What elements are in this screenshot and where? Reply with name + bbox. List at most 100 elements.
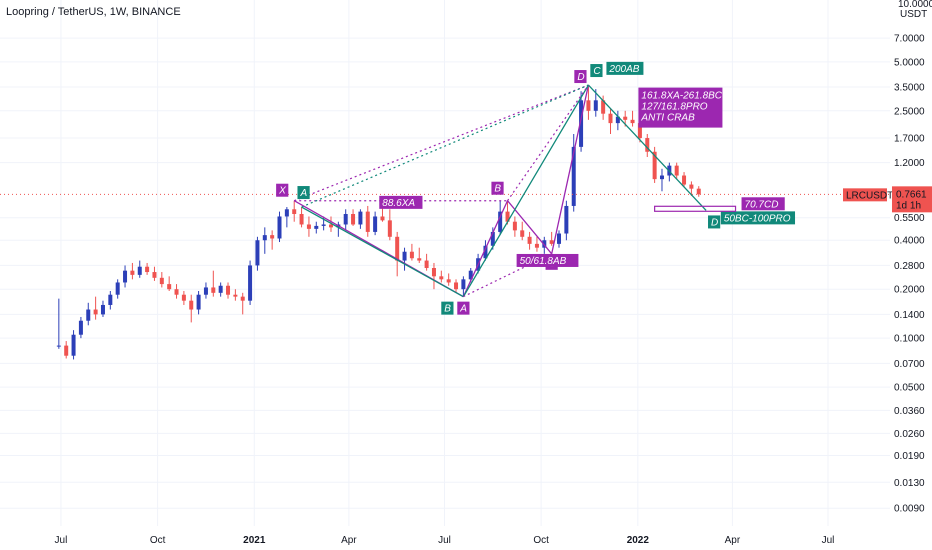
candle-body <box>108 294 113 305</box>
grid <box>0 0 890 526</box>
pattern-point-label-bg <box>590 64 603 78</box>
price-tick-label: 1.7000 <box>894 134 925 145</box>
candle-body <box>601 100 606 114</box>
price-tick-label: 0.0360 <box>894 406 925 417</box>
candle-body <box>123 270 128 283</box>
price-tick-label: 1.2000 <box>894 158 925 169</box>
candle-body <box>564 205 569 234</box>
pattern-point-label: B <box>491 181 504 195</box>
candle-body <box>292 209 297 214</box>
candle-body <box>174 289 179 295</box>
price-tick-label: 7.0000 <box>894 34 925 45</box>
ratio-label-text: 200AB <box>608 64 639 75</box>
pattern-point-label: A <box>457 301 470 315</box>
candle-body <box>446 279 451 283</box>
pattern-point-label-text: B <box>494 184 501 195</box>
candle-body <box>387 220 392 237</box>
candle-body <box>137 266 142 275</box>
candle-body <box>93 309 98 315</box>
pattern-dotted-leg <box>301 84 589 208</box>
price-tick-label: 0.5500 <box>894 213 925 224</box>
candle-body <box>358 211 363 225</box>
candle-body <box>270 235 275 239</box>
candle-body <box>454 282 459 290</box>
zone-box <box>654 205 737 212</box>
pattern-point-label-bg <box>491 181 504 195</box>
pattern-point-label: A <box>297 186 310 200</box>
candle-body <box>218 285 223 293</box>
candle-body <box>380 216 385 221</box>
candle-body <box>395 236 400 261</box>
time-axis[interactable]: Jul Oct 2021 Apr Jul Oct 2022 Apr Jul <box>55 535 835 546</box>
candle-body <box>64 345 69 356</box>
zone-label-text: 70.7CD <box>745 199 779 210</box>
last-price-text: 0.7661 <box>896 189 927 200</box>
candle-body <box>159 277 164 285</box>
candle-body <box>417 258 422 261</box>
pattern-dotted-leg <box>507 84 589 202</box>
price-tick-label: 5.0000 <box>894 57 925 68</box>
price-axis-top-value: 10.0000 <box>898 0 932 10</box>
candle-body <box>373 216 378 232</box>
candle-body <box>512 221 517 231</box>
candle-body <box>351 213 356 225</box>
pattern-point-label-bg <box>441 301 454 315</box>
candle-body <box>167 284 172 290</box>
price-tick-label: 0.0500 <box>894 383 925 394</box>
time-tick-label: Jul <box>822 535 835 546</box>
candle-body <box>409 251 414 259</box>
candle-body <box>233 294 238 297</box>
price-tick-label: 0.0260 <box>894 429 925 440</box>
pattern-leg <box>462 200 509 297</box>
candle-body <box>328 224 333 228</box>
pattern-point-label: X <box>276 183 289 197</box>
pattern-point-label-bg <box>297 186 310 200</box>
candle-body <box>579 100 584 147</box>
time-tick-label: Apr <box>725 535 741 546</box>
price-tick-label: 0.4000 <box>894 236 925 247</box>
ratio-box-line: 127/161.8PRO <box>641 102 707 113</box>
pattern-point-label: D <box>574 70 587 84</box>
candle-body <box>498 211 503 232</box>
pattern-leg <box>587 84 707 211</box>
price-tick-label: 0.0190 <box>894 451 925 462</box>
countdown-text: 1d 1h <box>896 200 921 211</box>
zone-label: 70.7CD <box>741 197 785 211</box>
candle-body <box>306 224 311 229</box>
price-tick-label: 0.0090 <box>894 504 925 515</box>
candle-body <box>571 146 576 206</box>
candle-body <box>78 320 83 335</box>
candle-body <box>248 265 253 301</box>
chart-title: Loopring / TetherUS, 1W, BINANCE <box>6 6 181 18</box>
candle-body <box>365 211 370 232</box>
candle-body <box>586 100 591 111</box>
candle-body <box>255 240 260 266</box>
symbol-badge: LRCUSDT <box>843 188 893 202</box>
ratio-label-text: 50BC-100PRO <box>724 213 791 224</box>
price-tick-label: 0.2000 <box>894 285 925 296</box>
price-axis[interactable]: 7.0000 5.0000 3.5000 2.5000 1.7000 1.2000 0.55… <box>894 0 932 515</box>
candle-body <box>145 266 150 273</box>
candle-body <box>557 233 562 244</box>
last-price-badge-bg <box>892 186 932 213</box>
candle-body <box>56 345 61 347</box>
pattern-leg <box>462 84 589 297</box>
pattern-point-label-bg <box>276 183 289 197</box>
ratio-label: 88.6XA <box>379 195 423 209</box>
zone-label-bg <box>741 197 785 211</box>
candle-body <box>490 231 495 246</box>
ratio-label-text: 88.6XA <box>382 198 415 209</box>
candle-body <box>527 236 532 244</box>
candle-body <box>100 304 105 315</box>
price-tick-label: 3.5000 <box>894 83 925 94</box>
candle-body <box>659 175 664 180</box>
candle-body <box>226 285 231 295</box>
candle-body <box>424 260 429 269</box>
time-tick-label: Oct <box>533 535 549 546</box>
candle-body <box>314 225 319 229</box>
candle-body <box>211 287 216 293</box>
